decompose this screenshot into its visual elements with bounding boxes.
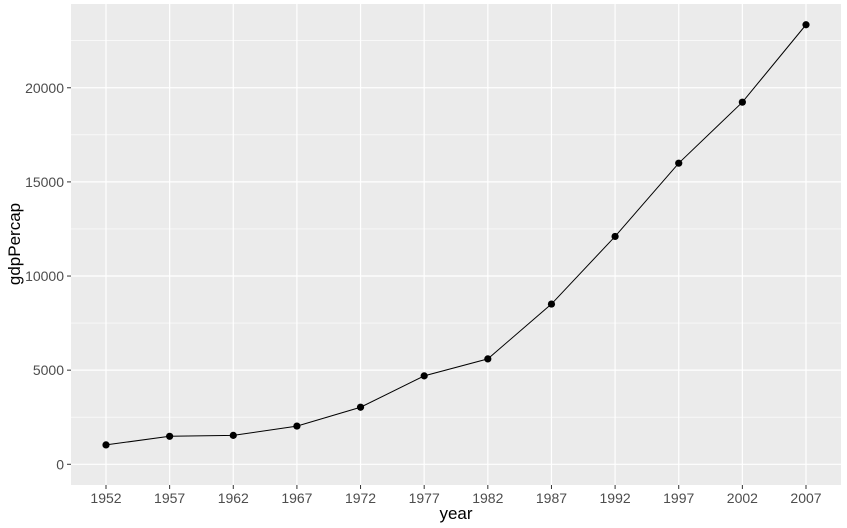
x-tick-label: 1952 bbox=[90, 490, 121, 506]
data-point bbox=[611, 232, 619, 241]
x-tick-label: 1992 bbox=[600, 490, 631, 506]
data-point bbox=[293, 422, 301, 430]
series-line-group bbox=[105, 24, 807, 446]
y-axis: 0 5000 10000 15000 20000 bbox=[25, 80, 71, 472]
y-tick-label: 15000 bbox=[25, 174, 64, 190]
x-tick-label: 1977 bbox=[409, 490, 440, 506]
x-tick-label: 1962 bbox=[218, 490, 249, 506]
x-tick-label: 1987 bbox=[536, 490, 567, 506]
x-tick-label: 1997 bbox=[663, 490, 694, 506]
x-tick-label: 1972 bbox=[345, 490, 376, 506]
series-line bbox=[105, 24, 807, 446]
major-gridlines bbox=[71, 4, 841, 485]
data-point bbox=[675, 159, 683, 167]
data-point bbox=[484, 355, 492, 363]
y-tick-label: 5000 bbox=[33, 362, 64, 378]
data-point bbox=[420, 372, 428, 380]
series-points-group bbox=[102, 21, 810, 449]
x-axis-title: year bbox=[439, 504, 472, 523]
data-point bbox=[356, 403, 365, 411]
plot-panel bbox=[71, 4, 841, 485]
data-point bbox=[802, 21, 810, 29]
y-tick-label: 10000 bbox=[25, 268, 64, 284]
data-point bbox=[229, 431, 237, 439]
data-point bbox=[102, 441, 110, 449]
y-tick-label: 0 bbox=[56, 456, 64, 472]
y-tick-label: 20000 bbox=[25, 80, 64, 96]
x-tick-label: 2007 bbox=[790, 490, 821, 506]
x-tick-label: 1957 bbox=[154, 490, 185, 506]
data-point bbox=[166, 432, 174, 440]
x-tick-label: 1967 bbox=[281, 490, 312, 506]
minor-gridlines bbox=[71, 40, 841, 418]
data-point bbox=[547, 300, 556, 308]
x-tick-label: 2002 bbox=[727, 490, 758, 506]
x-axis: 1952 1957 1962 1967 1972 1977 1982 1987 1992 1997… bbox=[90, 485, 822, 506]
x-tick-label: 1982 bbox=[472, 490, 503, 506]
y-axis-title: gdpPercap bbox=[5, 203, 24, 285]
data-point bbox=[738, 98, 746, 106]
